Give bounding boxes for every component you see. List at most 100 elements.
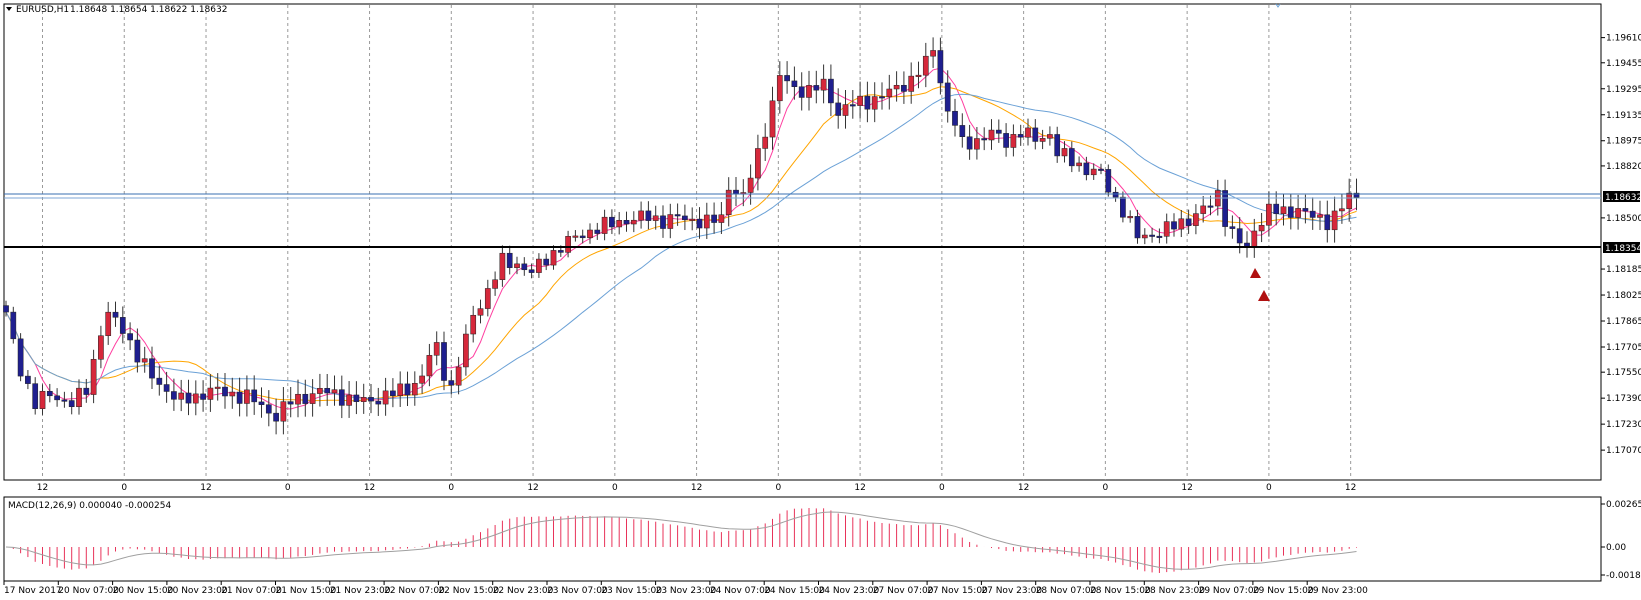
bull-candle [214, 386, 221, 389]
bear-candle [594, 229, 601, 234]
bear-candle [127, 333, 133, 341]
date-tick-label: 28 Nov 23:00 [1144, 586, 1205, 596]
date-tick-label: 20 Nov 15:00 [113, 586, 174, 596]
bear-candle [784, 75, 790, 82]
bull-candle [1251, 230, 1258, 248]
bull-candle [1295, 208, 1301, 218]
bear-candle [879, 96, 885, 99]
bull-candle [331, 389, 338, 394]
bull-candle [76, 387, 82, 408]
bear-candle [660, 215, 666, 229]
date-tick-label: 17 Nov 2017 [4, 586, 62, 596]
bull-candle [411, 383, 418, 396]
bull-candle [463, 333, 469, 368]
hour-tick-label: 12 [200, 483, 211, 493]
bear-candle [1229, 226, 1236, 229]
bear-candle [390, 390, 396, 396]
bull-candle [1127, 216, 1134, 219]
bear-candle [1324, 214, 1331, 231]
bear-candle [1287, 206, 1294, 218]
bear-candle [251, 389, 258, 403]
bear-candle [798, 86, 805, 98]
bull-candle [806, 85, 812, 98]
hour-tick-label: 0 [775, 483, 781, 493]
bull-candle [1047, 134, 1053, 139]
bull-candle [587, 229, 593, 239]
date-tick-label: 28 Nov 15:00 [1090, 586, 1151, 596]
bear-candle [46, 390, 53, 397]
bear-candle [119, 317, 126, 334]
date-tick-label: 27 Nov 23:00 [981, 586, 1042, 596]
current-price-tag-text: 1.18632 [1605, 193, 1641, 203]
bull-candle [689, 218, 696, 221]
hour-tick-label: 12 [527, 483, 538, 493]
bear-candle [1105, 169, 1112, 193]
bear-candle [368, 397, 374, 402]
date-tick-label: 24 Nov 23:00 [819, 586, 880, 596]
bull-candle [922, 55, 929, 76]
current-price-line [4, 193, 1601, 199]
price-tick-label: 1.19610 [1606, 34, 1641, 44]
date-tick-label: 29 Nov 23:00 [1307, 586, 1368, 596]
top-edge-marker [1275, 3, 1281, 8]
bull-candle [601, 216, 608, 234]
macd-label: MACD(12,26,9) 0.000040 -0.000254 [8, 501, 171, 511]
date-tick-label: 21 Nov 07:00 [221, 586, 282, 596]
bear-candle [623, 220, 630, 225]
bear-candle [609, 216, 615, 228]
candles [3, 37, 1360, 435]
bear-candle [185, 392, 192, 404]
bear-candle [864, 95, 871, 110]
bull-candle [477, 308, 484, 316]
bear-candle [835, 102, 842, 116]
bull-candle [1346, 192, 1353, 209]
macd-axis: 0.002658 0.00 -0.001857 [1601, 500, 1641, 581]
bull-candle [842, 104, 849, 116]
bull-candle [718, 214, 725, 223]
bear-candle [1068, 148, 1075, 167]
bull-candle [871, 96, 878, 110]
hour-tick-label: 0 [1103, 483, 1109, 493]
bear-candle [579, 235, 586, 239]
bull-candle [484, 288, 491, 309]
bear-candle [1149, 234, 1155, 237]
bull-candle [652, 215, 659, 221]
bull-candle [90, 359, 97, 395]
bull-candle [536, 258, 542, 273]
date-tick-label: 21 Nov 23:00 [330, 586, 391, 596]
macd-tick-label: 0.00 [1606, 543, 1626, 553]
bear-candle [1120, 196, 1126, 218]
bear-candle [543, 258, 550, 266]
bear-candle [258, 401, 265, 405]
bear-candle [404, 383, 411, 396]
bull-candle [1061, 148, 1068, 157]
bull-candle [1193, 213, 1199, 226]
bear-candle [1185, 218, 1192, 226]
bull-candle [192, 393, 199, 404]
bear-candle [937, 50, 944, 84]
bull-candle [857, 95, 863, 106]
hour-tick-label: 0 [1266, 483, 1272, 493]
bull-candle [1200, 205, 1207, 214]
price-tick-label: 1.17865 [1606, 317, 1641, 327]
bull-candle [893, 84, 900, 90]
bull-candle [1258, 225, 1265, 232]
price-tick-label: 1.18500 [1606, 214, 1641, 224]
bull-candle [105, 311, 112, 336]
dropdown-triangle-icon[interactable] [6, 7, 12, 11]
bull-candle [1163, 221, 1170, 237]
bear-candle [1302, 208, 1309, 212]
date-tick-label: 20 Nov 23:00 [167, 586, 228, 596]
bull-candle [178, 392, 185, 400]
bear-candle [149, 358, 155, 379]
bear-candle [171, 391, 177, 400]
date-tick-label: 24 Nov 07:00 [710, 586, 771, 596]
bull-candle [470, 314, 477, 335]
bull-candle [988, 129, 995, 141]
bull-candle [930, 50, 936, 57]
macd-histogram [5, 508, 1357, 574]
bear-candle [791, 80, 798, 87]
date-tick-label: 23 Nov 07:00 [547, 586, 608, 596]
price-tick-label: 1.17550 [1606, 368, 1641, 378]
